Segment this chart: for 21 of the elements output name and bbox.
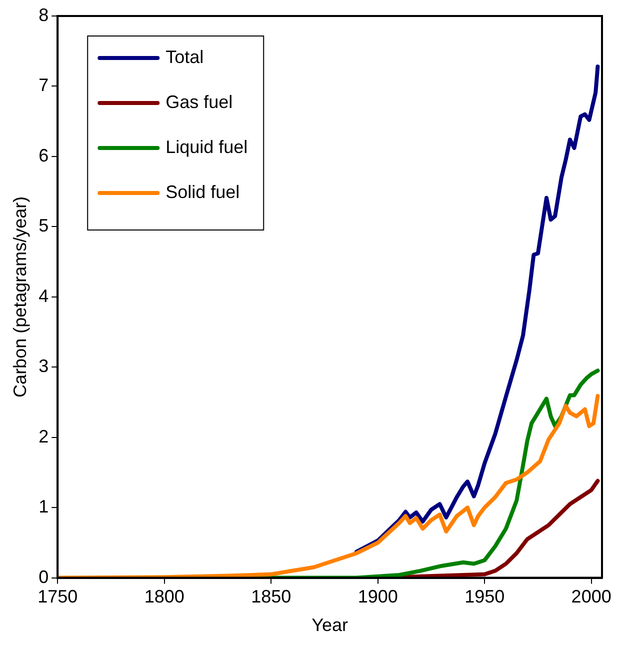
y-tick-label: 4	[38, 286, 49, 306]
x-tick-label: 1950	[464, 586, 505, 607]
y-axis-title: Carbon (petagrams/year)	[10, 196, 30, 398]
x-tick-label: 2000	[571, 586, 612, 607]
legend-label: Total	[166, 46, 204, 67]
legend-label: Liquid fuel	[166, 136, 248, 157]
x-tick-label: 1850	[251, 586, 292, 607]
y-tick-label: 2	[38, 426, 49, 446]
y-tick-label: 7	[38, 75, 49, 96]
x-axis-title: Year	[312, 615, 348, 636]
y-tick-label: 1	[38, 496, 49, 517]
y-tick-label: 8	[38, 4, 49, 25]
legend-label: Gas fuel	[166, 92, 233, 112]
x-tick-label: 1750	[38, 586, 78, 607]
y-tick-label: 5	[38, 216, 49, 236]
x-tick-label: 1900	[358, 586, 398, 607]
legend-label: Solid fuel	[166, 182, 240, 202]
y-tick-label: 3	[38, 356, 49, 376]
y-tick-label: 0	[38, 566, 49, 587]
x-tick-label: 1800	[144, 586, 184, 607]
y-tick-label: 6	[38, 145, 49, 166]
